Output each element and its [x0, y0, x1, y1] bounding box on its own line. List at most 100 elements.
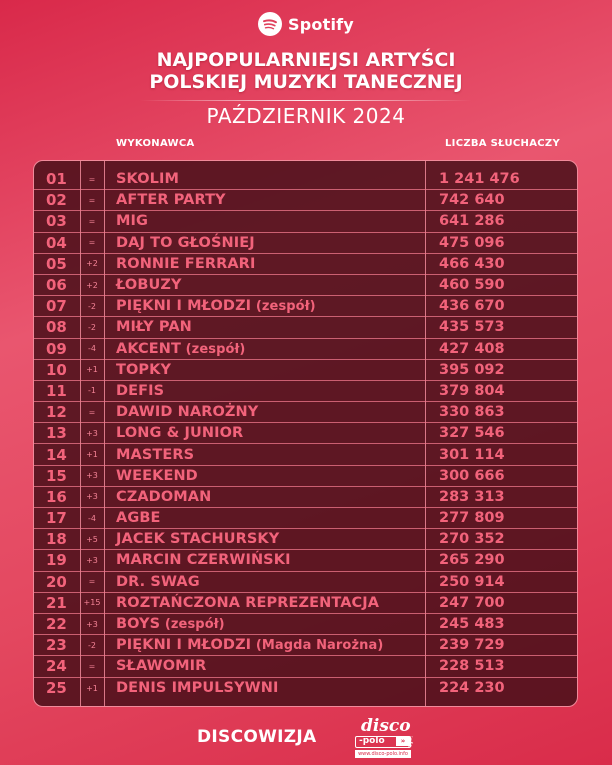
title-line-1: NAJPOPULARNIEJSI ARTYŚCI [156, 49, 456, 71]
rank-change: +1 [86, 365, 98, 375]
rank-change: -2 [88, 322, 96, 332]
artist-name: MIŁY PAN [116, 319, 192, 335]
rank: 20 [46, 572, 67, 591]
rank: 15 [46, 466, 67, 485]
disco-polo-logo: disco -polo » info www.disco-polo.info [355, 716, 435, 762]
rank: 19 [46, 551, 67, 570]
artist-main: ROZTAŃCZONA REPREZENTACJA [116, 594, 380, 611]
title-divider [140, 100, 472, 101]
artist-name: MASTERS [116, 447, 194, 463]
rank: 09 [46, 339, 67, 358]
rank: 11 [46, 381, 67, 400]
table-row: 04 = DAJ TO GŁOŚNIEJ 475 096 [34, 233, 577, 254]
artist-main: DAWID NAROŻNY [116, 404, 259, 421]
rank-change: +2 [86, 280, 98, 290]
listener-count: 245 483 [439, 616, 505, 633]
artist-main: AKCENT [116, 340, 181, 357]
artist-main: PIĘKNI I MŁODZI [116, 637, 252, 654]
rank: 23 [46, 636, 67, 655]
rank-change: +2 [86, 259, 98, 269]
table-row: 19 +3 MARCIN CZERWIŃSKI 265 290 [34, 550, 577, 572]
artist-name: AFTER PARTY [116, 192, 226, 208]
disco-polo-logo-top: disco [361, 716, 411, 736]
page-title: NAJPOPULARNIEJSI ARTYŚCI POLSKIEJ MUZYKI… [0, 49, 612, 93]
listener-count: 228 513 [439, 658, 505, 675]
listener-count: 460 590 [439, 277, 505, 294]
rank-change: +3 [86, 428, 98, 438]
rank-change: -4 [88, 344, 96, 354]
table-row: 05 +2 RONNIE FERRARI 466 430 [34, 254, 577, 275]
rank: 16 [46, 487, 67, 506]
listener-count: 224 230 [439, 680, 505, 697]
table-row: 23 -2 PIĘKNI I MŁODZI (Magda Narożna) 239 7… [34, 635, 577, 657]
rank-change: +3 [86, 471, 98, 481]
rank-change: = [88, 407, 96, 417]
artist-name: MARCIN CZERWIŃSKI [116, 552, 291, 568]
artist-name: JACEK STACHURSKY [116, 531, 279, 547]
discowizja-logo: DISCOWIZJA [197, 727, 317, 747]
rank-change: = [88, 216, 96, 226]
disco-polo-logo-side: info [406, 736, 413, 748]
disco-polo-logo-mid: -polo » [355, 736, 411, 748]
artist-suffix: (zespół) [160, 617, 225, 633]
artist-name: DAWID NAROŻNY [116, 404, 258, 420]
rank-change: +1 [86, 450, 98, 460]
forward-arrow-icon: » [396, 737, 410, 746]
disco-polo-logo-mid-text: -polo [359, 736, 385, 746]
artist-name: ROZTAŃCZONA REPREZENTACJA [116, 595, 379, 611]
rank-change: +1 [86, 683, 98, 693]
table-row: 25 +1 DENIS IMPULSYWNI 224 230 [34, 678, 577, 699]
artist-name: CZADOMAN [116, 489, 211, 505]
artist-main: WEEKEND [116, 467, 198, 484]
table-row: 22 +3 BOYS (zespół) 245 483 [34, 614, 577, 636]
footer: DISCOWIZJA disco -polo » info www.disco-… [0, 716, 612, 758]
rank-change: = [88, 577, 96, 587]
artist-name: MIG [116, 213, 148, 229]
artist-name: WEEKEND [116, 468, 198, 484]
listener-count: 475 096 [439, 234, 505, 251]
table-row: 20 = DR. SWAG 250 914 [34, 572, 577, 593]
rank: 21 [46, 593, 67, 612]
rank: 13 [46, 424, 67, 443]
column-header-listeners: LICZBA SŁUCHACZY [445, 138, 560, 149]
rank: 24 [46, 657, 67, 676]
page-subtitle: PAŹDZIERNIK 2024 [206, 104, 406, 128]
table-row: 07 -2 PIĘKNI I MŁODZI (zespół) 436 670 [34, 296, 577, 318]
artist-main: ŁOBUZY [116, 277, 182, 294]
rank: 01 [46, 170, 67, 189]
artist-main: PIĘKNI I MŁODZI [116, 298, 252, 315]
artist-name: AGBE [116, 510, 160, 526]
rank: 12 [46, 403, 67, 422]
listener-count: 427 408 [439, 340, 505, 357]
listener-count: 239 729 [439, 637, 505, 654]
table-row: 08 -2 MIŁY PAN 435 573 [34, 317, 577, 339]
rank: 02 [46, 191, 67, 210]
artist-name: TOPKY [116, 362, 171, 378]
spotify-wordmark: Spotify [288, 14, 354, 34]
rank: 08 [46, 318, 67, 337]
table-row: 09 -4 AKCENT (zespół) 427 408 [34, 339, 577, 360]
table-row: 16 +3 CZADOMAN 283 313 [34, 487, 577, 508]
rank: 10 [46, 360, 67, 379]
rank-change: -4 [88, 513, 96, 523]
artist-main: DEFIS [116, 382, 165, 399]
artist-main: SKOLIM [116, 171, 180, 188]
artist-main: AFTER PARTY [116, 192, 226, 209]
rank-change: +3 [86, 619, 98, 629]
rank: 03 [46, 212, 67, 231]
artist-main: SŁAWOMIR [116, 658, 207, 675]
artist-name: LONG & JUNIOR [116, 425, 243, 441]
spotify-logo-icon [258, 12, 283, 36]
disco-polo-logo-url: www.disco-polo.info [355, 750, 411, 758]
artist-name: SKOLIM [116, 171, 179, 187]
rank: 07 [46, 297, 67, 316]
listener-count: 466 430 [439, 255, 505, 272]
listener-count: 283 313 [439, 488, 505, 505]
artist-main: DR. SWAG [116, 573, 200, 590]
listener-count: 250 914 [439, 573, 505, 590]
table-row: 14 +1 MASTERS 301 114 [34, 444, 577, 466]
table-row: 13 +3 LONG & JUNIOR 327 546 [34, 423, 577, 445]
artist-main: MARCIN CZERWIŃSKI [116, 552, 291, 569]
listener-count: 300 666 [439, 467, 505, 484]
artist-name: ŁOBUZY [116, 277, 182, 293]
